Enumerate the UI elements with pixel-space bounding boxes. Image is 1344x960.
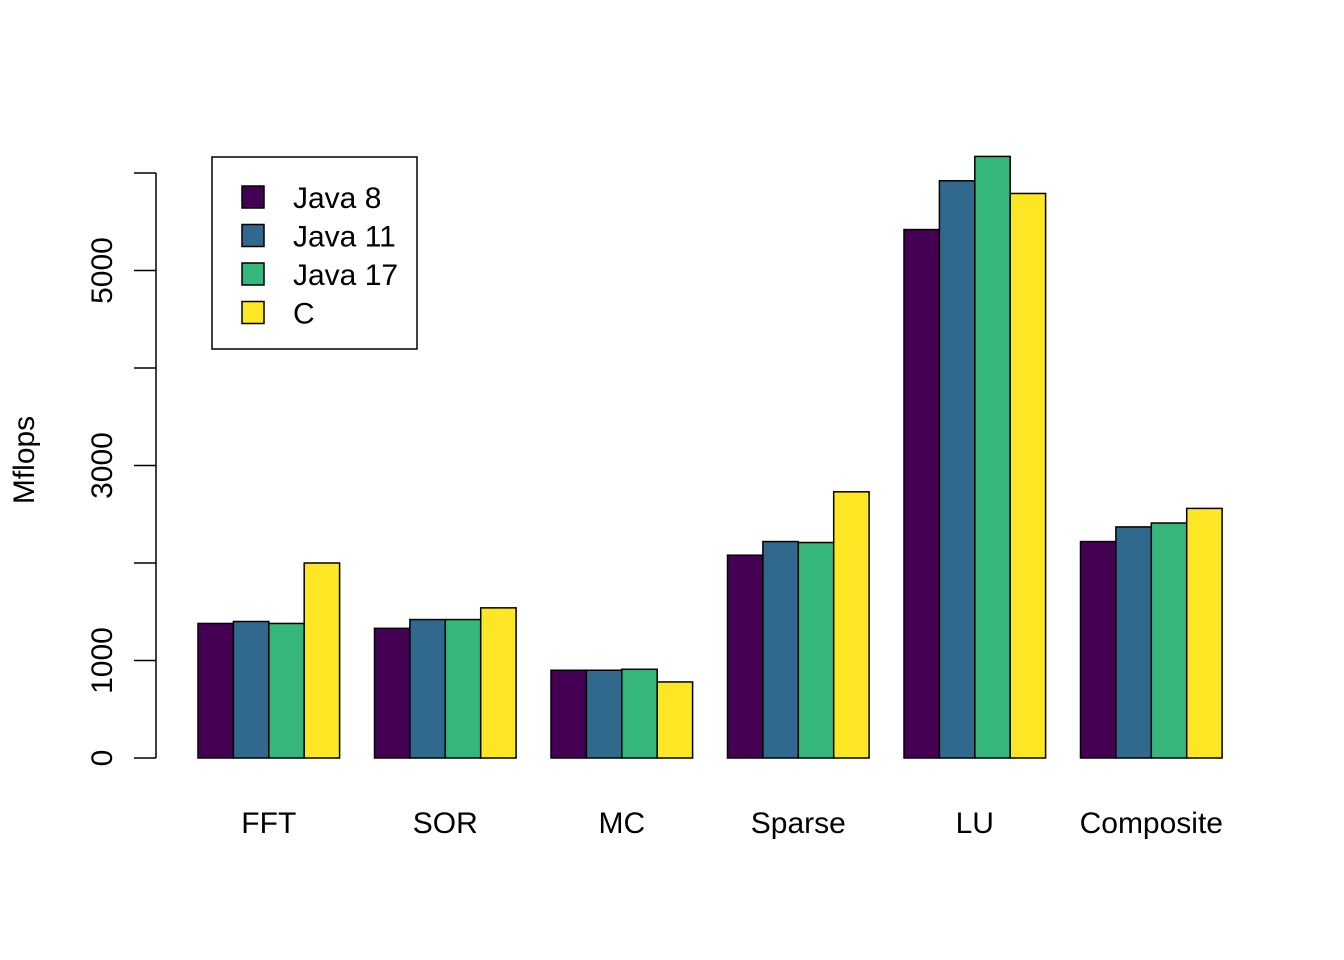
bar: [1009, 192, 1047, 759]
y-tick-label: 3000: [86, 432, 119, 499]
legend-swatch: [241, 262, 265, 286]
x-tick-label: Sparse: [751, 807, 846, 840]
bar: [303, 562, 341, 759]
x-tick-label: Composite: [1080, 807, 1223, 840]
y-axis: 0 1000 3000 5000: [86, 172, 157, 767]
y-tick-label: 1000: [86, 627, 119, 694]
bar: [409, 618, 447, 759]
bar: [1150, 522, 1188, 759]
bar: [1115, 526, 1153, 759]
y-tick-label: 0: [86, 750, 119, 767]
bar: [762, 540, 800, 759]
legend: Java 8 Java 11 Java 17 C: [211, 156, 418, 350]
legend-label: Java 11: [293, 221, 396, 254]
x-tick-label: SOR: [413, 807, 478, 840]
bar: [621, 668, 658, 759]
bar: [832, 491, 870, 759]
legend-swatch: [241, 223, 265, 248]
bar: [268, 622, 305, 759]
legend-label: C: [293, 298, 315, 331]
y-axis-title: Mflops: [8, 416, 41, 504]
x-tick-label: MC: [598, 807, 645, 840]
bar: [1185, 507, 1223, 759]
bar: [479, 607, 517, 759]
bar: [232, 620, 270, 759]
bar: [1079, 540, 1117, 759]
bar: [726, 554, 764, 759]
x-axis-labels: FFT SOR MC Sparse LU Composite: [241, 807, 1223, 840]
bar: [550, 669, 588, 759]
bar: [974, 155, 1011, 759]
bar: [197, 622, 235, 759]
bar: [585, 669, 623, 759]
bar: [444, 618, 482, 759]
x-tick-label: LU: [956, 807, 994, 840]
bar: [938, 180, 976, 759]
legend-swatch: [241, 300, 265, 325]
bars: [197, 155, 1223, 759]
bar: [656, 681, 694, 759]
x-tick-label: FFT: [241, 807, 296, 840]
legend-label: Java 17: [293, 259, 398, 292]
bar: [797, 541, 835, 759]
legend-swatch: [241, 185, 265, 209]
bar: [903, 228, 941, 759]
y-tick-label: 5000: [86, 237, 119, 304]
legend-label: Java 8: [293, 182, 381, 215]
bar: [373, 627, 411, 759]
